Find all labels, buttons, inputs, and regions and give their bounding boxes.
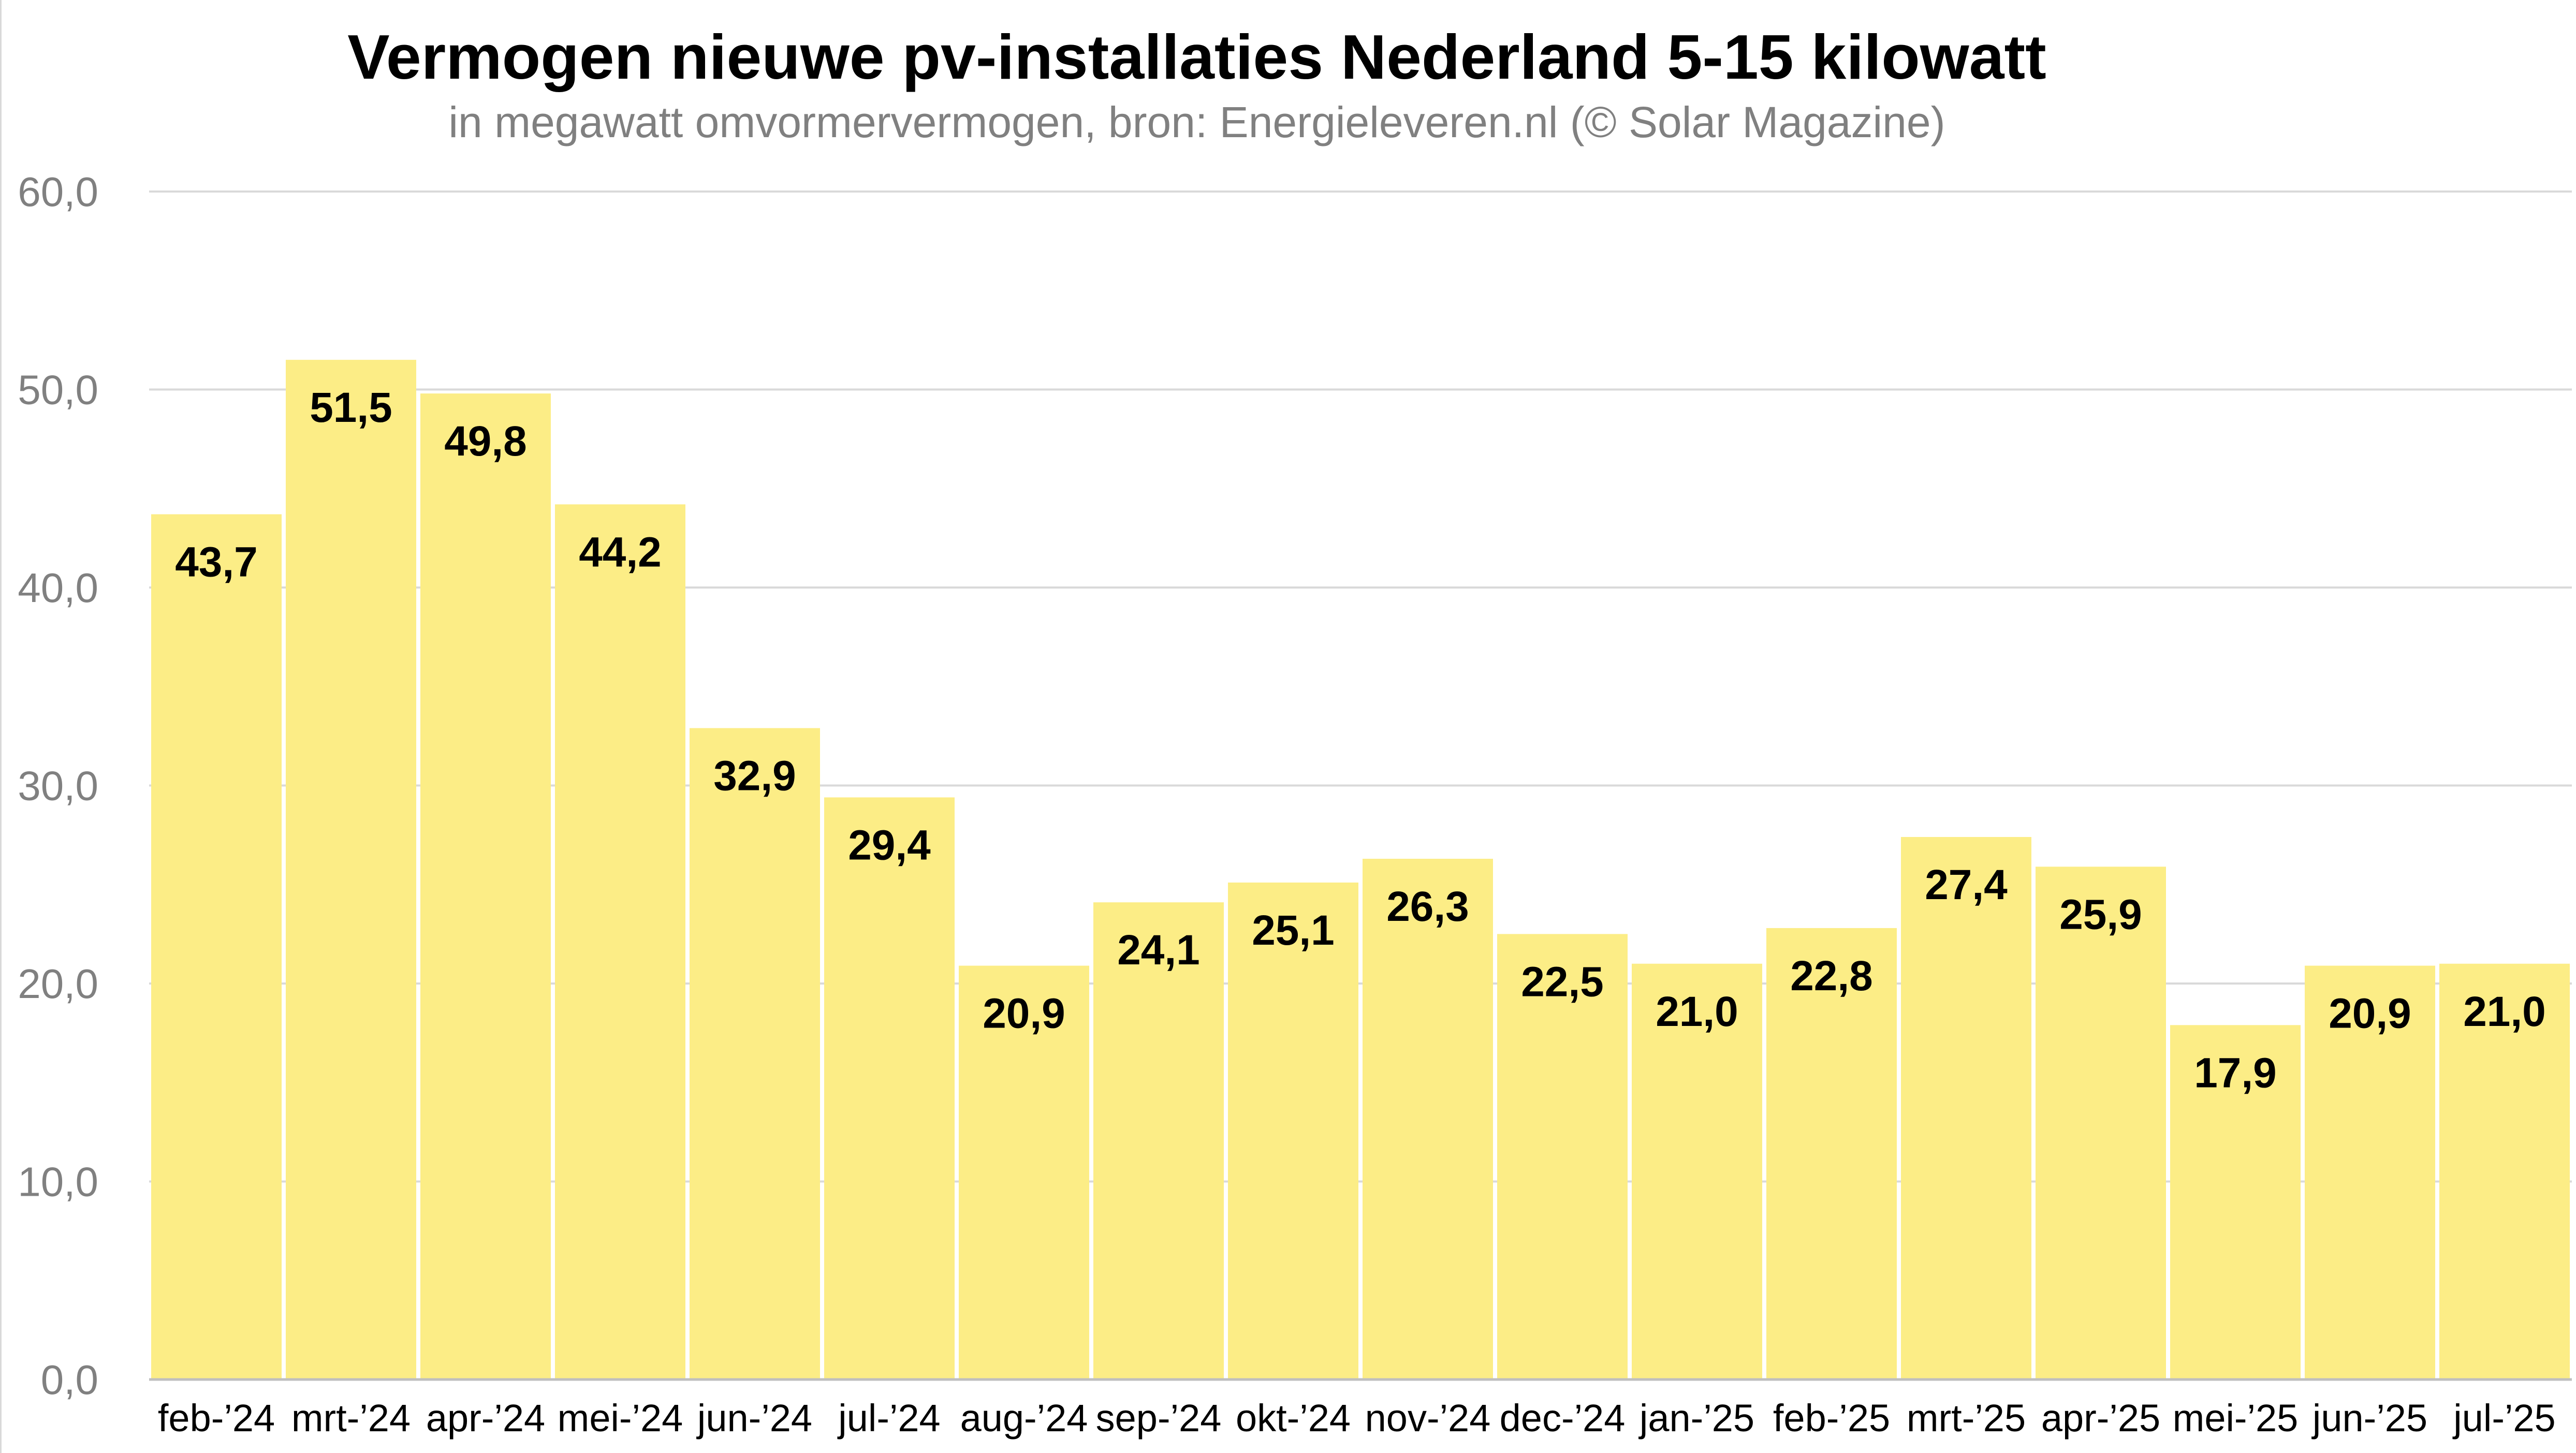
data-label: 22,8 xyxy=(1790,952,1873,1000)
bar xyxy=(959,965,1089,1379)
bar xyxy=(420,393,551,1379)
bar xyxy=(1363,859,1493,1379)
data-label: 22,5 xyxy=(1521,958,1604,1005)
bar xyxy=(1497,934,1628,1379)
x-tick-label: okt-’24 xyxy=(1236,1397,1351,1440)
chart-subtitle: in megawatt omvormervermogen, bron: Ener… xyxy=(448,98,1945,146)
y-tick-label: 50,0 xyxy=(18,367,98,413)
data-label: 20,9 xyxy=(2329,990,2411,1037)
x-tick-label: mei-’25 xyxy=(2173,1397,2299,1440)
x-tick-label: apr-’24 xyxy=(426,1397,545,1440)
bar xyxy=(1632,963,1762,1379)
chart-title: Vermogen nieuwe pv-installaties Nederlan… xyxy=(347,22,2046,92)
x-tick-label: mrt-’24 xyxy=(291,1397,411,1440)
data-label: 21,0 xyxy=(1656,988,1738,1035)
data-label: 24,1 xyxy=(1117,927,1200,974)
data-label: 32,9 xyxy=(713,753,796,800)
data-label: 26,3 xyxy=(1386,883,1469,930)
y-tick-label: 40,0 xyxy=(18,565,98,611)
data-label: 43,7 xyxy=(175,538,258,585)
y-tick-label: 60,0 xyxy=(18,169,98,215)
x-tick-label: dec-’24 xyxy=(1500,1397,1626,1440)
bar xyxy=(824,797,955,1379)
bar xyxy=(1093,902,1224,1379)
bar xyxy=(151,514,282,1379)
bar xyxy=(2305,965,2435,1379)
data-label: 29,4 xyxy=(848,821,931,869)
x-tick-label: jun-’25 xyxy=(2311,1397,2427,1440)
data-label: 25,1 xyxy=(1252,907,1335,954)
data-label: 25,9 xyxy=(2059,891,2142,938)
x-tick-label: apr-’25 xyxy=(2041,1397,2160,1440)
y-tick-label: 10,0 xyxy=(18,1159,98,1205)
x-tick-label: mrt-’25 xyxy=(1907,1397,2026,1440)
y-tick-label: 20,0 xyxy=(18,961,98,1007)
y-tick-label: 0,0 xyxy=(41,1357,98,1403)
x-tick-label: sep-’24 xyxy=(1096,1397,1222,1440)
x-tick-label: jul-’24 xyxy=(837,1397,940,1440)
bar xyxy=(286,360,416,1379)
data-label: 21,0 xyxy=(2463,988,2546,1035)
x-tick-label: jul-’25 xyxy=(2452,1397,2555,1440)
data-label: 20,9 xyxy=(983,990,1065,1037)
x-tick-label: jan-’25 xyxy=(1638,1397,1754,1440)
bar xyxy=(2439,963,2570,1379)
x-tick-label: aug-’24 xyxy=(960,1397,1088,1440)
data-label: 49,8 xyxy=(444,418,527,465)
bar xyxy=(690,728,820,1379)
data-label: 44,2 xyxy=(579,529,662,576)
x-tick-label: feb-’24 xyxy=(158,1397,275,1440)
data-label: 51,5 xyxy=(310,384,392,431)
data-label: 27,4 xyxy=(1925,861,2008,908)
bar xyxy=(555,504,685,1379)
y-tick-label: 30,0 xyxy=(18,763,98,809)
x-tick-label: jun-’24 xyxy=(696,1397,812,1440)
x-tick-label: feb-’25 xyxy=(1773,1397,1890,1440)
bar xyxy=(2170,1025,2301,1379)
x-tick-label: nov-’24 xyxy=(1365,1397,1491,1440)
bar xyxy=(1228,882,1358,1379)
bar xyxy=(2036,867,2166,1379)
x-tick-label: mei-’24 xyxy=(558,1397,683,1440)
data-label: 17,9 xyxy=(2194,1049,2277,1096)
bar xyxy=(1901,836,2031,1379)
bar xyxy=(1766,928,1897,1379)
